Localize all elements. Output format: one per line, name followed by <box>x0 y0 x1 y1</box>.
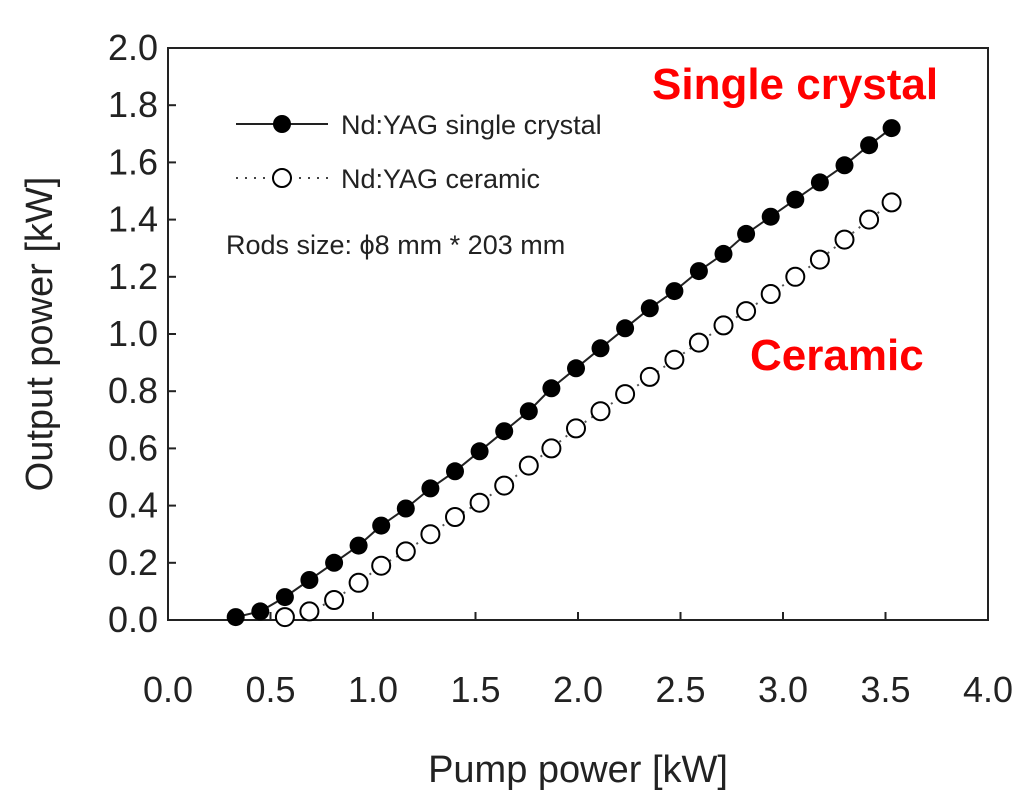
data-point-single-crystal <box>470 442 489 461</box>
data-point-single-crystal <box>325 553 344 572</box>
x-tick-label: 2.0 <box>553 669 603 710</box>
data-point-ceramic <box>348 572 369 593</box>
x-tick-label: 3.0 <box>758 669 808 710</box>
y-tick-label: 2.0 <box>108 27 158 68</box>
data-point-ceramic <box>834 229 855 250</box>
rods-size-annotation: Rods size: ϕ8 mm * 203 mm <box>226 230 565 260</box>
data-point-ceramic <box>760 284 781 304</box>
data-point-single-crystal <box>396 499 415 518</box>
data-point-single-crystal <box>737 224 756 243</box>
x-tick-label: 4.0 <box>963 669 1013 710</box>
data-point-ceramic <box>785 266 806 287</box>
data-point-ceramic <box>274 607 295 628</box>
data-point-ceramic <box>713 315 734 336</box>
series-layer <box>226 119 902 628</box>
data-point-ceramic <box>859 209 880 230</box>
y-tick-label: 0.4 <box>108 485 158 526</box>
data-point-single-crystal <box>446 462 464 481</box>
x-tick-label: 0.0 <box>143 669 193 710</box>
data-point-single-crystal <box>786 190 805 209</box>
data-point-ceramic <box>494 475 515 496</box>
data-point-ceramic <box>541 438 562 459</box>
y-tick-labels: 0.0 0.2 0.4 0.6 0.8 1.0 1.2 1.4 1.6 1.8 2.0 <box>108 27 176 640</box>
legend-marker-single-crystal <box>273 115 291 133</box>
data-point-single-crystal <box>860 136 879 155</box>
data-point-ceramic <box>445 507 465 527</box>
x-tick-label: 0.5 <box>245 669 295 710</box>
y-tick-label: 1.2 <box>108 256 158 297</box>
series-line-ceramic <box>284 201 893 619</box>
data-point-ceramic <box>395 541 416 562</box>
data-point-single-crystal <box>665 282 684 301</box>
legend: Nd:YAG single crystal Nd:YAG ceramic <box>236 110 602 194</box>
data-point-ceramic <box>324 590 345 610</box>
data-point-ceramic <box>615 384 636 405</box>
x-axis-title: Pump power [kW] <box>428 749 728 791</box>
data-point-single-crystal <box>275 588 294 607</box>
data-point-single-crystal <box>689 262 708 281</box>
data-point-single-crystal <box>421 479 440 498</box>
data-point-single-crystal <box>882 119 901 138</box>
data-point-ceramic <box>566 418 586 439</box>
data-point-single-crystal <box>714 244 733 263</box>
y-tick-label: 0.6 <box>108 427 158 468</box>
data-point-ceramic <box>639 366 660 387</box>
y-tick-label: 0.8 <box>108 370 158 411</box>
series-line-single-crystal <box>235 127 893 619</box>
data-point-ceramic <box>881 192 902 213</box>
data-point-ceramic <box>420 524 441 545</box>
y-axis-title: Output power [kW] <box>19 177 61 492</box>
data-point-single-crystal <box>495 422 514 441</box>
data-point-ceramic <box>809 249 830 270</box>
x-tick-label: 1.0 <box>348 669 398 710</box>
data-point-ceramic <box>664 349 685 370</box>
data-point-single-crystal <box>251 602 270 621</box>
data-point-ceramic <box>688 332 709 353</box>
data-point-ceramic <box>736 301 757 322</box>
data-point-single-crystal <box>761 207 780 226</box>
data-point-ceramic <box>371 555 392 576</box>
data-point-single-crystal <box>810 173 829 192</box>
y-tick-label: 1.6 <box>108 141 158 182</box>
legend-label-single-crystal: Nd:YAG single crystal <box>341 110 602 140</box>
single-crystal-callout: Single crystal <box>652 60 938 109</box>
legend-label-ceramic: Nd:YAG ceramic <box>341 164 540 194</box>
data-point-ceramic <box>469 492 490 513</box>
y-tick-label: 1.4 <box>108 199 158 240</box>
data-point-ceramic <box>518 455 539 476</box>
x-tick-labels: 0.0 0.5 1.0 1.5 2.0 2.5 3.0 3.5 4.0 <box>143 612 1013 710</box>
legend-marker-ceramic <box>272 168 292 188</box>
x-tick-label: 1.5 <box>450 669 500 710</box>
data-point-single-crystal <box>640 299 659 318</box>
y-tick-label: 0.2 <box>108 542 158 583</box>
data-point-single-crystal <box>226 608 245 627</box>
data-point-single-crystal <box>591 339 610 358</box>
data-point-single-crystal <box>542 379 561 398</box>
y-tick-label: 1.0 <box>108 313 158 354</box>
x-tick-label: 3.5 <box>860 669 910 710</box>
x-tick-label: 2.5 <box>655 669 705 710</box>
data-point-single-crystal <box>372 516 391 535</box>
data-point-single-crystal <box>616 319 635 338</box>
data-point-single-crystal <box>519 402 538 421</box>
data-point-ceramic <box>590 401 611 422</box>
ceramic-callout: Ceramic <box>750 331 924 380</box>
data-point-ceramic <box>299 601 320 622</box>
data-point-single-crystal <box>567 359 585 378</box>
y-tick-label: 0.0 <box>108 599 158 640</box>
data-point-single-crystal <box>835 156 854 175</box>
data-point-single-crystal <box>300 571 319 589</box>
data-point-single-crystal <box>349 536 368 555</box>
y-tick-label: 1.8 <box>108 84 158 125</box>
